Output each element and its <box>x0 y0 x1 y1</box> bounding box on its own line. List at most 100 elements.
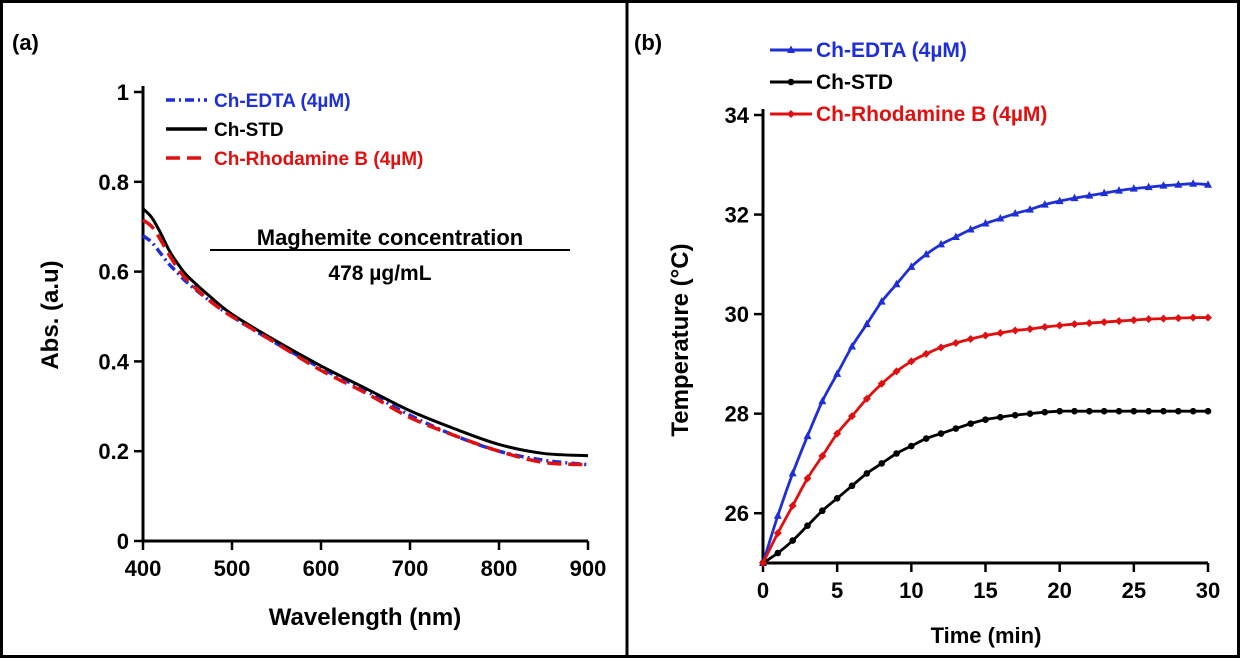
panel-a-plot: 400 500 600 700 800 900 0 0.2 0.4 0.6 0.8 1 Ch-EDTA … <box>98 80 606 581</box>
panel-b-point-ch-rhodamine-b-4-m <box>1100 318 1109 327</box>
panel-b-point-ch-std <box>1026 410 1034 417</box>
panel-b-x-tick-label: 15 <box>973 578 997 603</box>
panel-a-x-tick-label: 700 <box>392 556 429 581</box>
panel-a-y-tick-label: 1 <box>117 80 129 105</box>
panel-a-x-tick-label: 900 <box>570 556 607 581</box>
panel-b-point-ch-std <box>937 430 945 437</box>
panel-b-point-ch-std <box>1204 407 1212 415</box>
panel-b-point-ch-std <box>1071 407 1078 415</box>
panel-a-ylabel: Abs. (a.u) <box>37 260 64 369</box>
panel-a-legend-label: Ch-EDTA (4µM) <box>214 91 351 112</box>
panel-b-point-ch-rhodamine-b-4-m <box>996 329 1005 338</box>
panel-b-point-ch-edta-4-m <box>892 279 901 288</box>
panel-a-y-tick-label: 0 <box>117 529 129 554</box>
panel-b-point-ch-rhodamine-b-4-m <box>833 429 842 438</box>
panel-b-point-ch-std <box>819 507 826 515</box>
panel-b-point-ch-rhodamine-b-4-m <box>788 501 797 510</box>
panel-b-y-tick-label: 26 <box>725 501 749 526</box>
panel-b-point-ch-std <box>1145 407 1152 415</box>
panel-b-point-ch-rhodamine-b-4-m <box>1011 326 1020 335</box>
panel-b-point-ch-edta-4-m <box>1189 179 1198 187</box>
panel-a-y-tick-label: 0.4 <box>98 349 129 374</box>
panel-b-point-ch-rhodamine-b-4-m <box>848 412 856 421</box>
panel-b-point-ch-std <box>1130 407 1138 415</box>
panel-b-point-ch-edta-4-m <box>1129 184 1138 192</box>
panel-b-y-tick-label: 28 <box>725 402 749 427</box>
panel-a-legend-label: Ch-STD <box>214 120 284 141</box>
panel-b-point-ch-rhodamine-b-4-m <box>1040 323 1049 332</box>
panel-b-point-ch-std <box>1115 407 1123 415</box>
panel-b-point-ch-edta-4-m <box>1011 209 1020 217</box>
panel-b-legend-label: Ch-Rhodamine B (4µM) <box>816 103 1047 126</box>
panel-b-point-ch-rhodamine-b-4-m <box>981 331 990 340</box>
panel-b-point-ch-rhodamine-b-4-m <box>922 349 931 358</box>
panel-b-point-ch-edta-4-m <box>966 224 975 233</box>
panel-b-point-ch-rhodamine-b-4-m <box>1115 317 1123 326</box>
panel-a-annotation-title: Maghemite concentration <box>257 225 523 250</box>
panel-b-point-ch-edta-4-m <box>1055 196 1064 205</box>
panel-b-point-ch-std <box>848 482 856 490</box>
panel-b-y-tick-label: 32 <box>725 203 749 228</box>
panel-b-x-tick-label: 10 <box>899 578 923 603</box>
panel-b-series-ch-std <box>762 409 1208 565</box>
panel-b-point-ch-std <box>1041 408 1049 416</box>
panel-b-point-ch-edta-4-m <box>1174 180 1183 188</box>
panel-b-ylabel: Temperature (°C) <box>667 243 694 436</box>
panel-a-y-tick-label: 0.8 <box>98 170 129 195</box>
panel-b-point-ch-edta-4-m <box>1204 180 1212 188</box>
panel-b-point-ch-edta-4-m <box>1159 181 1168 189</box>
panel-b-point-ch-std <box>908 442 915 450</box>
panel-b-legend-label: Ch-STD <box>816 71 893 94</box>
panel-b-point-ch-rhodamine-b-4-m <box>1129 316 1138 325</box>
panel-b-x-tick-label: 25 <box>1122 578 1146 603</box>
panel-b-point-ch-rhodamine-b-4-m <box>759 559 767 567</box>
panel-b-point-ch-edta-4-m <box>1026 205 1034 213</box>
panel-b-point-ch-std <box>952 425 960 432</box>
panel-b-point-ch-std <box>922 435 930 442</box>
panel-b-point-ch-rhodamine-b-4-m <box>1070 320 1079 329</box>
panel-b-point-ch-edta-4-m <box>1100 188 1109 197</box>
panel-b-point-ch-edta-4-m <box>862 319 871 328</box>
panel-b-point-ch-edta-4-m <box>996 214 1005 222</box>
panel-b-point-ch-std <box>833 494 841 502</box>
panel-b-point-ch-rhodamine-b-4-m <box>1174 314 1183 323</box>
panel-a-x-tick-label: 500 <box>214 556 251 581</box>
panel-b-point-ch-rhodamine-b-4-m <box>773 529 782 538</box>
panel-b-point-ch-std <box>1160 407 1167 415</box>
panel-b-point-ch-rhodamine-b-4-m <box>966 335 975 343</box>
panel-a-x-tick-label: 400 <box>125 556 162 581</box>
panel-b-series-ch-rhodamine-b-4-m <box>761 316 1209 564</box>
panel-b-point-ch-edta-4-m <box>922 249 931 258</box>
panel-b-point-ch-rhodamine-b-4-m <box>862 394 871 403</box>
panel-b-x-tick-label: 30 <box>1196 578 1220 603</box>
panel-b-legend-marker-ch-edta-4-m <box>787 45 795 53</box>
panel-b-xlabel: Time (min) <box>931 623 1042 648</box>
panel-b-point-ch-edta-4-m <box>1144 182 1153 191</box>
panel-b-point-ch-std <box>967 420 974 427</box>
panel-b-point-ch-edta-4-m <box>788 468 797 477</box>
panel-a-label: (a) <box>12 30 39 55</box>
panel-b-point-ch-rhodamine-b-4-m <box>1189 313 1198 322</box>
panel-a-annotation-value: 478 µg/mL <box>328 262 431 285</box>
panel-b-point-ch-std <box>1100 407 1108 415</box>
panel-b-point-ch-edta-4-m <box>981 219 990 227</box>
panel-b-plot: 0 5 10 15 20 25 30 26 28 30 32 34 Ch-EDTA (4µM) Ch-ST… <box>725 39 1221 603</box>
panel-b-point-ch-edta-4-m <box>951 232 960 240</box>
panel-b-point-ch-rhodamine-b-4-m <box>1204 313 1212 322</box>
panel-b-point-ch-edta-4-m <box>803 431 812 440</box>
panel-b-point-ch-std <box>789 537 796 544</box>
panel-b-point-ch-edta-4-m <box>877 297 886 305</box>
panel-a-series-ch-rhodamine-b-4-m <box>141 218 589 467</box>
panel-b-point-ch-edta-4-m <box>848 341 856 350</box>
panel-b-point-ch-std <box>1056 407 1063 415</box>
panel-b-point-ch-rhodamine-b-4-m <box>1085 319 1094 328</box>
panel-a-x-tick-label: 800 <box>481 556 518 581</box>
panel-b-point-ch-std <box>863 470 871 477</box>
panel-a-y-tick-label: 0.2 <box>98 439 129 464</box>
panel-b-point-ch-edta-4-m <box>1085 191 1094 199</box>
panel-a-series-ch-edta-4-m <box>141 234 589 467</box>
panel-b-point-ch-edta-4-m <box>907 262 916 270</box>
panel-b-point-ch-std <box>982 416 989 423</box>
panel-b-point-ch-std <box>878 460 885 467</box>
